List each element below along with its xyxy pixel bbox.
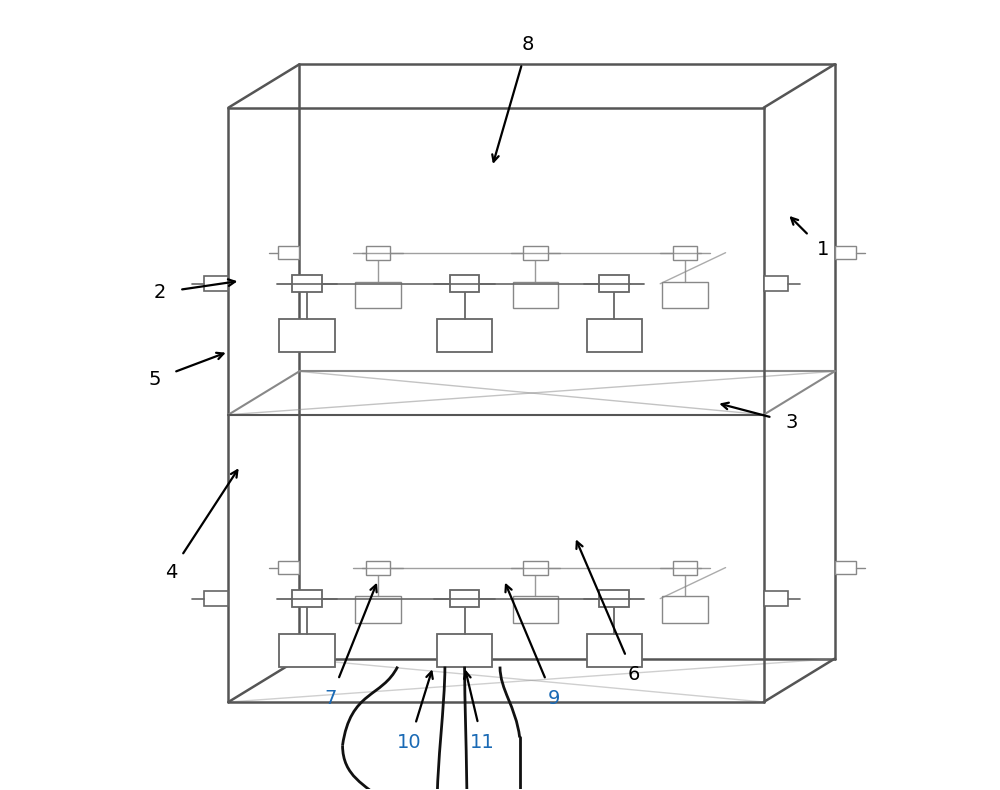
Bar xyxy=(355,281,401,308)
Text: 11: 11 xyxy=(470,733,495,752)
Text: 10: 10 xyxy=(397,733,422,752)
Bar xyxy=(366,246,390,260)
Text: 4: 4 xyxy=(165,562,177,581)
Bar xyxy=(673,561,697,574)
Bar xyxy=(764,276,788,291)
Bar xyxy=(292,590,322,608)
Bar xyxy=(764,592,788,606)
Text: 7: 7 xyxy=(325,689,337,708)
Bar xyxy=(366,561,390,574)
Bar xyxy=(523,246,548,260)
Bar xyxy=(450,275,479,292)
Bar xyxy=(513,596,558,623)
Bar xyxy=(278,562,299,574)
Bar xyxy=(513,281,558,308)
Bar xyxy=(278,246,299,259)
Bar xyxy=(599,590,629,608)
Text: 8: 8 xyxy=(521,36,534,55)
Text: 6: 6 xyxy=(628,665,640,684)
Text: 1: 1 xyxy=(817,240,829,259)
Text: 5: 5 xyxy=(149,370,161,389)
Bar xyxy=(279,319,335,352)
Bar xyxy=(662,281,708,308)
Bar xyxy=(437,634,492,667)
Bar xyxy=(279,634,335,667)
Bar xyxy=(204,276,228,291)
Text: 2: 2 xyxy=(154,283,166,302)
Bar xyxy=(587,634,642,667)
Bar xyxy=(587,319,642,352)
Bar xyxy=(835,562,856,574)
Bar xyxy=(450,590,479,608)
Text: 9: 9 xyxy=(547,689,560,708)
Bar xyxy=(673,246,697,260)
Bar xyxy=(599,275,629,292)
Text: 3: 3 xyxy=(785,413,797,432)
Bar xyxy=(204,592,228,606)
Bar xyxy=(437,319,492,352)
Bar xyxy=(662,596,708,623)
Bar xyxy=(835,246,856,259)
Bar xyxy=(292,275,322,292)
Bar xyxy=(355,596,401,623)
Bar xyxy=(523,561,548,574)
